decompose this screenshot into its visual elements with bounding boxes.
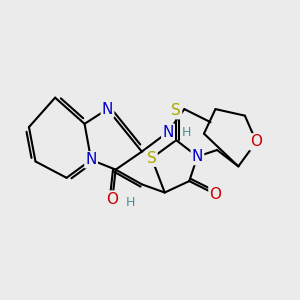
Text: S: S [171,103,181,118]
Text: S: S [147,151,157,166]
Text: N: N [102,102,113,117]
Text: O: O [106,192,119,207]
Text: H: H [181,125,191,139]
Text: H: H [126,196,135,209]
Text: O: O [250,134,262,149]
Text: N: N [85,152,97,167]
Text: O: O [209,187,221,202]
Text: N: N [192,149,203,164]
Text: N: N [162,124,174,140]
